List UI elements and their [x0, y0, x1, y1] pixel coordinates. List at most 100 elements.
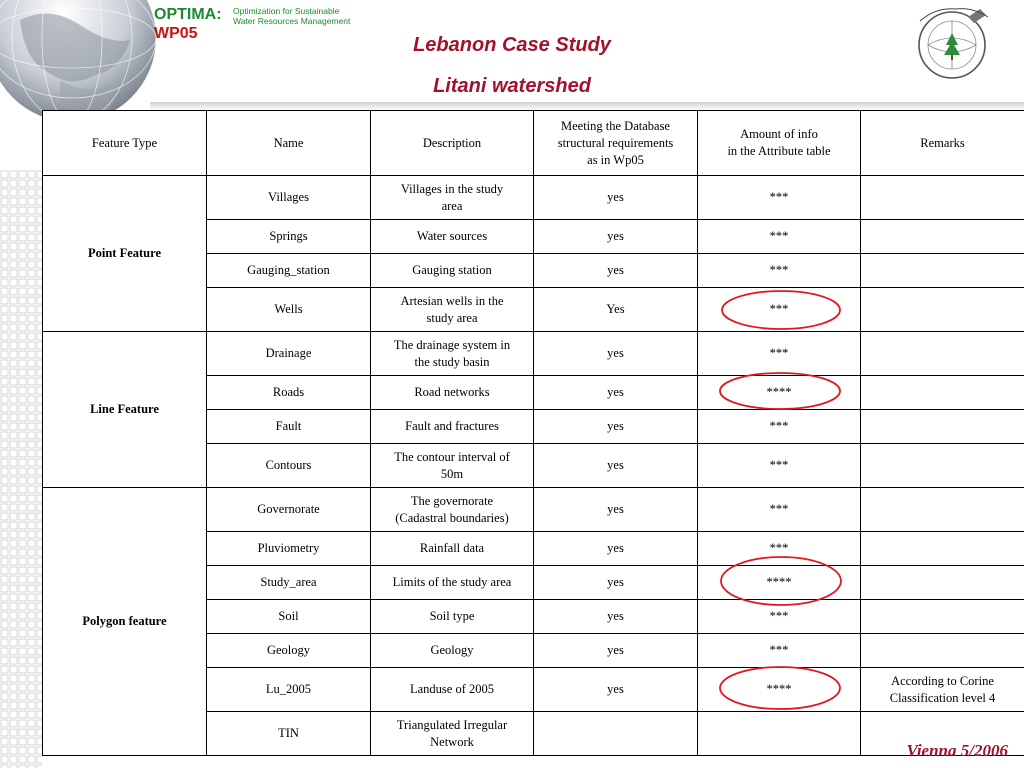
- cell-remarks: [860, 531, 1024, 566]
- cell-meets-line-1: yes: [607, 541, 624, 555]
- cell-remarks: [860, 219, 1024, 254]
- cell-amount: ***: [697, 531, 861, 566]
- cell-meets: yes: [533, 219, 698, 254]
- cell-remarks: [860, 443, 1024, 488]
- cell-description: Soil type: [370, 599, 534, 634]
- cell-name: Villages: [206, 175, 371, 220]
- cell-description: Gauging station: [370, 253, 534, 288]
- cell-meets-line-1: yes: [607, 190, 624, 204]
- cell-amount: ****: [697, 565, 861, 600]
- cell-amount-line-1: ***: [769, 502, 789, 516]
- group-cell-line: Line Feature: [42, 331, 207, 488]
- cell-remarks: According to Corine Classification level …: [860, 667, 1024, 712]
- cell-remarks: [860, 175, 1024, 220]
- cell-description-line-1: Gauging station: [412, 263, 492, 277]
- cell-description: Road networks: [370, 375, 534, 410]
- brand-name: OPTIMA:: [154, 6, 222, 23]
- cell-amount: ***: [697, 409, 861, 444]
- cell-amount: ***: [697, 287, 861, 332]
- cell-description: Triangulated Irregular Network: [370, 711, 534, 756]
- cell-name: Wells: [206, 287, 371, 332]
- cell-amount: ***: [697, 599, 861, 634]
- cell-meets-line-1: yes: [607, 419, 624, 433]
- cell-name: Pluviometry: [206, 531, 371, 566]
- cell-name-line-1: Contours: [265, 458, 312, 472]
- table-row: Geology Geology yes ***: [43, 633, 1024, 668]
- table-row: TIN Triangulated Irregular Network: [43, 711, 1024, 756]
- header-name: Name: [206, 110, 371, 176]
- cell-name: Lu_2005: [206, 667, 371, 712]
- cell-description: Villages in the study area: [370, 175, 534, 220]
- cell-name: Study_area: [206, 565, 371, 600]
- cell-description-line-1: Road networks: [414, 385, 490, 399]
- header-amount-line-2: in the Attribute table: [727, 144, 831, 158]
- table-header-row: Feature Type Name Description Meeting th…: [42, 110, 1024, 176]
- cell-meets: yes: [533, 409, 698, 444]
- cell-name-line-1: Drainage: [265, 346, 312, 360]
- cell-name-line-1: Governorate: [257, 502, 320, 516]
- cell-remarks: [860, 375, 1024, 410]
- table-row: Line Feature Drainage The drainage system …: [42, 331, 1024, 488]
- table-row: Contours The contour interval of 50m yes ***: [43, 443, 1024, 488]
- cell-name: Drainage: [206, 331, 371, 376]
- cell-remarks-line-2: Classification level 4: [889, 690, 996, 705]
- cell-meets: yes: [533, 331, 698, 376]
- header-feature-type: Feature Type: [42, 110, 207, 176]
- cell-amount-line-1: ***: [769, 346, 789, 360]
- cell-description: The contour interval of 50m: [370, 443, 534, 488]
- cell-meets-line-1: yes: [607, 263, 624, 277]
- cell-name-line-1: Roads: [272, 385, 305, 399]
- table-row: Study_area Limits of the study area yes ***…: [43, 565, 1024, 600]
- cell-amount-line-1: ***: [769, 643, 789, 657]
- cell-name-line-1: Wells: [274, 302, 303, 316]
- cell-meets-line-1: yes: [607, 385, 624, 399]
- header-meeting-line-1: Meeting the Database: [561, 118, 670, 133]
- cell-description: Artesian wells in the study area: [370, 287, 534, 332]
- cell-description-line-1: Fault and fractures: [405, 419, 499, 433]
- cell-description-line-1: Geology: [430, 643, 474, 657]
- cell-description-line-2: the study basin: [414, 354, 490, 369]
- cell-name-line-1: Fault: [275, 419, 302, 433]
- globe-graphic: [0, 0, 160, 130]
- header-amount-line-1: Amount of info: [740, 127, 818, 141]
- cell-amount-line-1: ***: [769, 190, 789, 204]
- cell-name-line-1: Soil: [278, 609, 299, 623]
- cell-description: The governorate (Cadastral boundaries): [370, 487, 534, 532]
- cell-amount-line-1: ****: [766, 682, 792, 696]
- group-cell-point: Point Feature: [42, 175, 207, 332]
- cell-meets-line-1: yes: [607, 502, 624, 516]
- cell-description: Rainfall data: [370, 531, 534, 566]
- cell-amount: ***: [697, 175, 861, 220]
- cell-description-line-2: 50m: [440, 466, 464, 481]
- cell-amount-line-1: ***: [769, 541, 789, 555]
- brand-wp: WP05: [154, 25, 198, 42]
- cell-meets: yes: [533, 487, 698, 532]
- cell-amount-line-1: ****: [766, 575, 792, 589]
- cell-name: Geology: [206, 633, 371, 668]
- cell-meets: yes: [533, 375, 698, 410]
- cell-description-line-1: The governorate: [410, 493, 494, 508]
- cell-meets-line-1: Yes: [606, 302, 625, 316]
- header-divider: [150, 102, 1024, 110]
- cell-description: The drainage system in the study basin: [370, 331, 534, 376]
- brand-subtitle-line-1: Optimization for Sustainable: [233, 6, 340, 16]
- cell-amount: ****: [697, 667, 861, 712]
- cell-name: Governorate: [206, 487, 371, 532]
- cell-amount: [697, 711, 861, 756]
- cell-name-line-1: TIN: [278, 726, 299, 740]
- table-row: Springs Water sources yes ***: [43, 219, 1024, 254]
- cell-remarks: [860, 487, 1024, 532]
- header-meeting: Meeting the Database structural requirem…: [533, 110, 698, 176]
- cell-amount: ****: [697, 375, 861, 410]
- brand-subtitle: Optimization for Sustainable Water Resou…: [233, 6, 433, 26]
- cell-description-line-1: Limits of the study area: [392, 575, 512, 589]
- header-meeting-line-2: structural requirements: [557, 135, 674, 150]
- cell-description: Landuse of 2005: [370, 667, 534, 712]
- cell-meets: yes: [533, 667, 698, 712]
- header-amount: Amount of info in the Attribute table: [697, 110, 861, 176]
- cell-description-line-1: Soil type: [429, 609, 475, 623]
- cell-amount-line-1: ****: [766, 385, 792, 399]
- cell-remarks-line-1: According to Corine: [891, 673, 994, 688]
- grid-pattern: [0, 170, 42, 768]
- cell-amount-line-1: ***: [769, 419, 789, 433]
